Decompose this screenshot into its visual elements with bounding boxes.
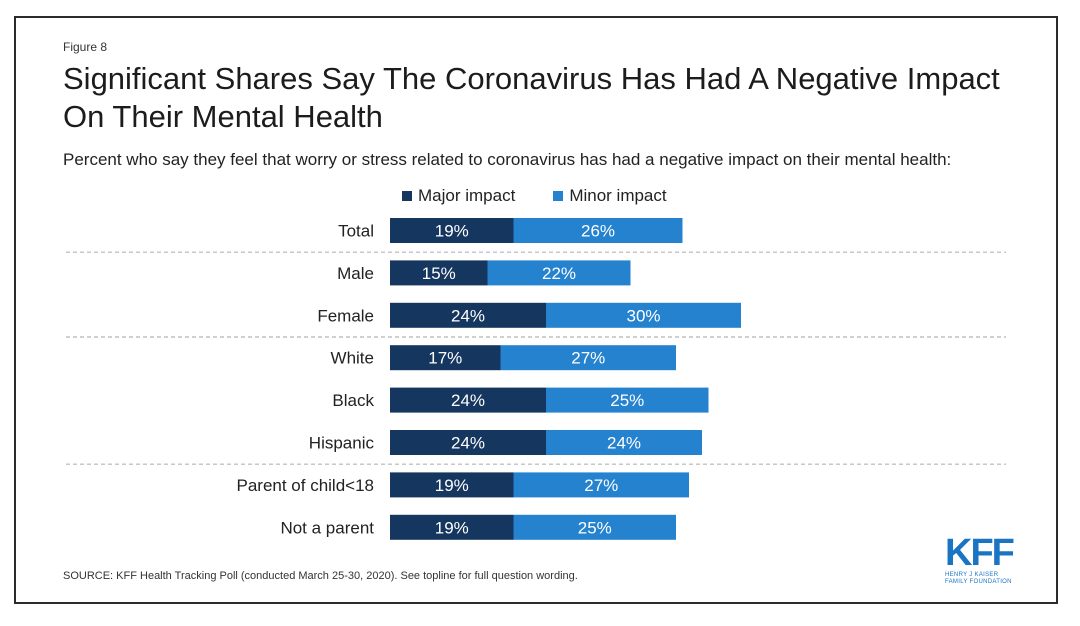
value-label-major-hispanic: 24% <box>451 434 485 453</box>
legend: Major impact Minor impact <box>402 186 705 206</box>
legend-label-minor: Minor impact <box>569 186 667 205</box>
bar-major-not-a-parent <box>390 514 514 540</box>
category-label-male: Male <box>337 264 374 283</box>
value-label-minor-total: 26% <box>581 222 615 241</box>
legend-item-minor: Minor impact <box>553 186 667 206</box>
category-label-total: Total <box>338 222 374 241</box>
bar-minor-male <box>487 260 631 286</box>
category-label-white: White <box>331 349 374 368</box>
value-label-major-total: 19% <box>435 222 469 241</box>
value-label-major-black: 24% <box>451 391 485 410</box>
bar-minor-female <box>546 302 741 328</box>
logo-subtitle-line1: HENRY J KAISER <box>945 572 999 578</box>
source-note: SOURCE: KFF Health Tracking Poll (conduc… <box>63 570 578 582</box>
value-label-minor-male: 22% <box>542 264 576 283</box>
bar-major-white <box>390 345 501 371</box>
bar-minor-black <box>546 387 709 413</box>
logo-subtitle-line2: FAMILY FOUNDATION <box>945 579 1012 585</box>
bar-major-total <box>390 218 514 243</box>
bar-major-black <box>390 387 546 413</box>
logo-wordmark: KFF <box>945 532 1015 574</box>
bar-major-male <box>390 260 488 286</box>
value-label-major-white: 17% <box>428 349 462 368</box>
bar-minor-not-a-parent <box>513 514 676 540</box>
figure-label: Figure 8 <box>63 40 108 54</box>
chart-title: Significant Shares Say The Coronavirus H… <box>63 61 1000 134</box>
value-label-minor-not-a-parent: 25% <box>578 518 612 537</box>
value-label-minor-female: 30% <box>626 306 660 325</box>
legend-swatch-minor <box>553 191 564 201</box>
bar-major-parent-of-child-18 <box>390 472 514 498</box>
category-label-black: Black <box>332 391 374 410</box>
legend-item-major: Major impact <box>402 186 515 206</box>
category-label-hispanic: Hispanic <box>309 434 375 453</box>
bar-minor-hispanic <box>546 430 702 455</box>
value-label-major-male: 15% <box>422 264 456 283</box>
category-label-female: Female <box>317 306 374 325</box>
bar-minor-white <box>500 345 676 371</box>
value-label-minor-parent-of-child-18: 27% <box>584 476 618 495</box>
value-label-major-not-a-parent: 19% <box>435 518 469 537</box>
bar-minor-total <box>513 218 683 243</box>
legend-swatch-major <box>402 191 412 201</box>
category-label-parent-of-child-18: Parent of child<18 <box>236 476 374 495</box>
value-label-major-female: 24% <box>451 306 485 325</box>
bar-major-female <box>390 302 546 328</box>
value-label-minor-white: 27% <box>571 349 605 368</box>
kff-logo: KFF HENRY J KAISER FAMILY FOUNDATION <box>945 534 1021 586</box>
bar-minor-parent-of-child-18 <box>513 472 689 498</box>
category-label-not-a-parent: Not a parent <box>280 518 374 537</box>
legend-label-major: Major impact <box>418 186 516 205</box>
bar-major-hispanic <box>390 430 546 455</box>
value-label-major-parent-of-child-18: 19% <box>435 476 469 495</box>
chart-subtitle: Percent who say they feel that worry or … <box>63 150 952 169</box>
value-label-minor-black: 25% <box>610 391 644 410</box>
value-label-minor-hispanic: 24% <box>607 434 641 453</box>
